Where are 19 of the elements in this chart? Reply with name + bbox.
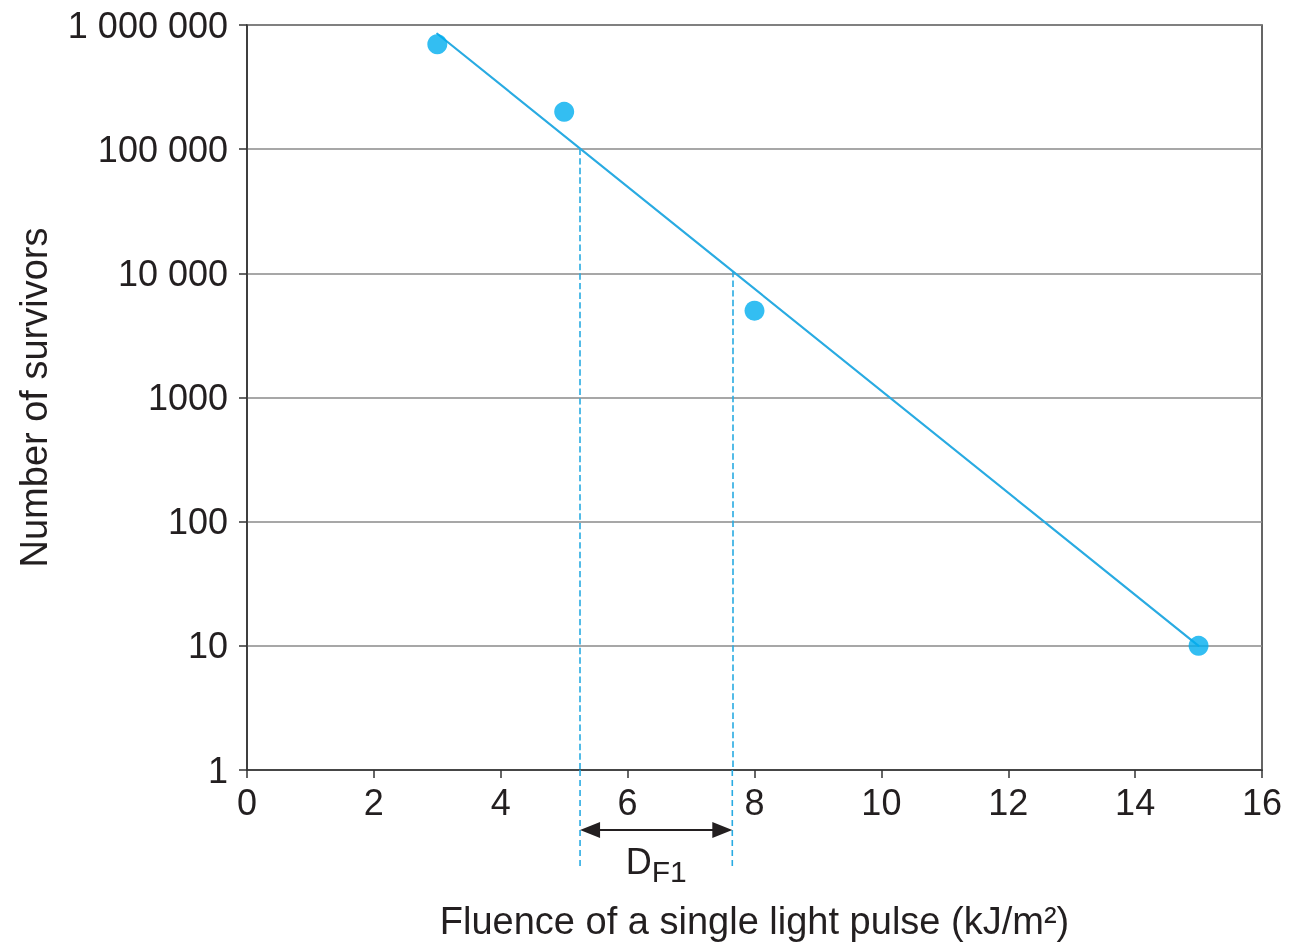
y-tick-label: 10	[187, 625, 228, 667]
x-tick-label: 16	[1241, 781, 1283, 823]
y-tick-label: 1	[207, 749, 228, 791]
x-tick-label: 8	[744, 781, 765, 823]
y-tick-label: 1 000 000	[67, 4, 228, 46]
text: D$_{F1}$	[625, 841, 687, 889]
y-tick-label: 10 000	[117, 252, 228, 294]
x-tick-label: 6	[617, 781, 638, 823]
y-tick-label: 100 000	[97, 128, 228, 170]
x-tick-label: 2	[363, 781, 384, 823]
x-tick-label: 14	[1115, 781, 1156, 823]
y-axis-title: Number of survivors	[13, 227, 55, 568]
x-tick-label: 4	[490, 781, 511, 823]
x-tick-label: 10	[861, 781, 902, 823]
x-tick-label: 0	[236, 781, 258, 823]
x-axis-title: Fluence of a single light pulse (kJ/m²)	[439, 900, 1070, 942]
x-tick-label: 12	[988, 781, 1029, 823]
y-tick-label: 1000	[147, 377, 228, 418]
y-tick-label: 100	[167, 501, 228, 543]
